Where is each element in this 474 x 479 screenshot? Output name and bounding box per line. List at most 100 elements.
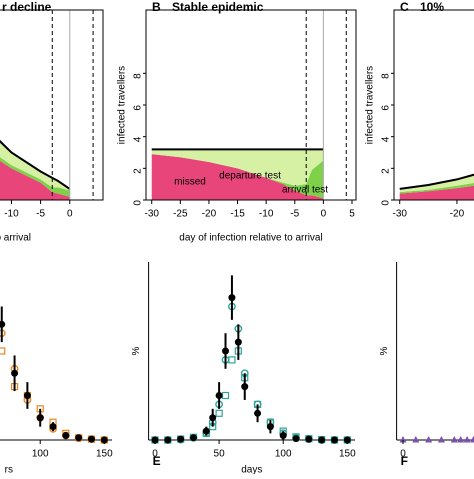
- stacked-area: [399, 185, 474, 200]
- marker: [209, 414, 217, 422]
- stacked-area: [0, 141, 70, 191]
- panel: -30-2002468day of infeinfected traveller…: [365, 0, 474, 220]
- y-tick-label: 2: [381, 168, 392, 174]
- marker: [222, 347, 230, 355]
- y-tick-label: 4: [133, 136, 144, 142]
- y-tick-label: 2: [133, 168, 144, 174]
- marker: [425, 436, 433, 443]
- marker: [164, 436, 172, 444]
- x-tick-label: -20: [202, 209, 217, 220]
- marker: [49, 423, 57, 431]
- panel-title: Stable epidemic: [172, 0, 264, 14]
- stacked-area: [151, 154, 324, 200]
- marker: [0, 347, 6, 355]
- marker: [62, 432, 70, 440]
- x-tick-label: -20: [450, 209, 465, 220]
- stacked-area: [0, 157, 70, 197]
- marker: [0, 320, 6, 328]
- y-axis-label: infected travellers: [117, 66, 128, 144]
- marker: [318, 436, 326, 444]
- total-line: [0, 139, 71, 190]
- marker: [202, 427, 210, 435]
- marker: [215, 392, 223, 399]
- marker: [399, 436, 407, 443]
- x-axis-label: days: [241, 465, 262, 474]
- y-tick-label: 8: [133, 73, 144, 79]
- panel-title: r decline: [2, 0, 52, 14]
- panel: -10 -5 0 elative to arrival r decline: [0, 0, 104, 244]
- y-tick-label: 6: [133, 105, 144, 111]
- x-tick-label: -10: [4, 209, 19, 220]
- marker: [215, 409, 223, 417]
- y-tick-label: 6: [381, 105, 392, 111]
- x-tick-label: -30: [392, 209, 407, 220]
- marker: [450, 436, 458, 443]
- marker: [254, 409, 262, 417]
- x-tick-label: 5: [349, 209, 355, 220]
- marker: [177, 435, 185, 443]
- panel-letter: C: [400, 0, 409, 14]
- x-tick-label: 50: [214, 449, 226, 460]
- marker: [75, 434, 83, 442]
- marker: [228, 356, 236, 364]
- marker: [266, 423, 274, 431]
- x-tick-label: 150: [96, 449, 113, 460]
- x-tick-label: -25: [173, 209, 188, 220]
- marker: [412, 436, 420, 443]
- marker: [279, 432, 287, 440]
- x-tick-label: -5: [290, 209, 299, 220]
- panel: departure test missed arrival test -30 -25 -2…: [117, 0, 357, 244]
- x-tick-label: -10: [259, 209, 274, 220]
- plot-frame: [393, 9, 474, 201]
- marker: [36, 414, 44, 422]
- y-axis-label: %: [131, 346, 142, 355]
- annotation: arrival test: [282, 185, 328, 196]
- marker: [23, 392, 31, 399]
- stacked-area: [0, 160, 70, 200]
- x-tick-label: -30: [144, 209, 159, 220]
- panel-letter: B: [152, 0, 161, 14]
- marker: [87, 435, 95, 443]
- panel: 100 150 rs: [0, 306, 113, 476]
- marker: [292, 435, 300, 443]
- marker: [330, 436, 338, 444]
- y-tick-label: 8: [381, 73, 392, 79]
- annotation: departure test: [219, 171, 281, 182]
- marker: [241, 383, 249, 391]
- x-tick-label: 100: [32, 449, 49, 460]
- marker: [463, 436, 471, 443]
- y-axis-label: %: [379, 346, 390, 355]
- x-tick-label: 0: [152, 449, 158, 460]
- marker: [189, 434, 197, 442]
- y-tick-label: 4: [381, 136, 392, 142]
- panel-letter: E: [153, 454, 161, 468]
- stacked-area: [399, 182, 474, 194]
- marker: [228, 294, 236, 302]
- stacked-area: [151, 149, 324, 186]
- x-axis-label: rs: [5, 465, 13, 474]
- marker: [437, 436, 445, 443]
- x-tick-label: 0: [400, 449, 406, 460]
- y-tick-label: 0: [133, 200, 144, 206]
- plot-frame: [0, 9, 104, 201]
- x-axis-label: day of infection relative to arrival: [179, 233, 322, 244]
- panel: 0 50 100 150 days% E: [131, 262, 356, 476]
- x-tick-label: -5: [36, 209, 45, 220]
- y-tick-label: 0: [381, 200, 392, 206]
- marker: [305, 435, 313, 443]
- marker: [11, 369, 19, 377]
- panel-title: 10%: [420, 0, 444, 14]
- marker: [234, 338, 242, 346]
- marker: [470, 436, 474, 443]
- marker: [221, 391, 230, 400]
- annotation: missed: [174, 177, 206, 188]
- marker: [457, 436, 465, 443]
- y-axis-label: infected travellers: [365, 66, 376, 144]
- x-tick-label: 150: [339, 449, 356, 460]
- x-tick-label: 100: [275, 449, 292, 460]
- total-line: [399, 173, 474, 190]
- panel: 0% F: [379, 262, 474, 468]
- panel-letter: F: [401, 454, 408, 468]
- x-tick-label: 0: [67, 209, 73, 220]
